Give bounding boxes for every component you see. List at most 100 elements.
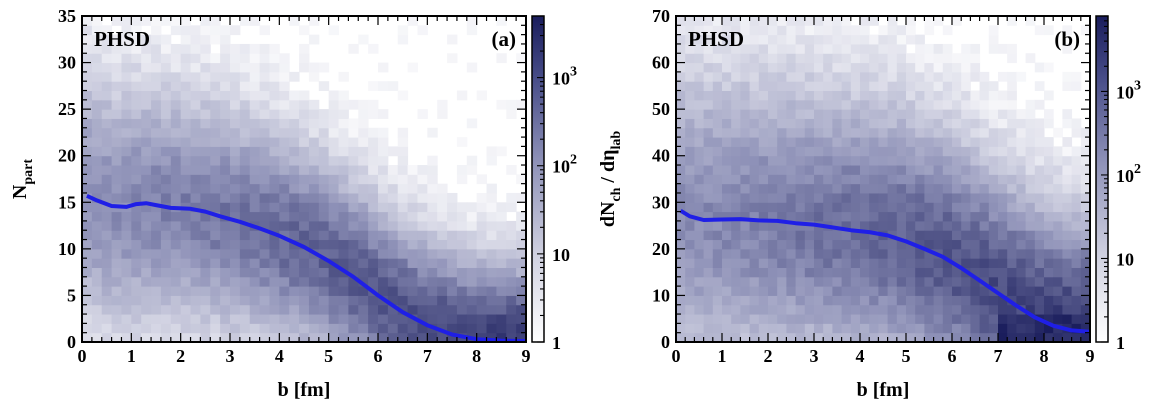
heatmap-cell [239, 276, 251, 287]
heatmap-cell [722, 304, 732, 315]
heatmap-cell [1044, 109, 1054, 119]
heatmap-cell [961, 53, 971, 64]
heatmap-cell [1062, 146, 1073, 157]
heatmap-cell [348, 183, 359, 194]
heatmap-cell [170, 25, 182, 36]
heatmap-cell [804, 258, 815, 268]
heatmap-cell [279, 155, 290, 166]
heatmap-cell [768, 165, 778, 175]
heatmap-cell [101, 99, 113, 110]
heatmap-cell [1071, 81, 1082, 92]
heatmap-cell [1071, 192, 1082, 203]
heatmap-cell [942, 286, 953, 296]
heatmap-cell [712, 90, 723, 101]
heatmap-cell [299, 248, 310, 259]
heatmap-cell [758, 295, 769, 306]
heatmap-cell [299, 43, 310, 54]
heatmap-cell [887, 183, 898, 194]
heatmap-cell [417, 174, 428, 185]
heatmap-cell [1025, 202, 1036, 213]
heatmap-cell [740, 258, 751, 268]
heatmap-cell [1034, 127, 1045, 138]
heatmap-cell [151, 314, 162, 324]
heatmap-cell [1044, 304, 1054, 315]
heatmap-cell [685, 332, 695, 342]
heatmap-cell [998, 183, 1008, 194]
heatmap-cell [230, 230, 241, 241]
heatmap-cell [437, 267, 448, 278]
heatmap-cell [279, 53, 290, 64]
heatmap-cell [259, 25, 270, 36]
heatmap-cell [749, 34, 760, 45]
heatmap-cell [712, 239, 723, 250]
heatmap-cell [210, 34, 221, 45]
heatmap-cell [506, 109, 517, 119]
heatmap-cell [952, 118, 962, 129]
heatmap-cell [299, 99, 310, 110]
heatmap-cell [777, 62, 787, 73]
heatmap-cell [308, 99, 320, 110]
heatmap-cell [210, 62, 221, 73]
heatmap-cell [397, 295, 409, 306]
heatmap-cell [942, 230, 953, 241]
heatmap-cell [703, 276, 714, 287]
heatmap-cell [160, 90, 172, 101]
heatmap-cell [378, 220, 389, 231]
heatmap-cell [1007, 276, 1017, 287]
heatmap-cell [387, 183, 399, 194]
heatmap-cell [151, 192, 162, 203]
heatmap-cell [259, 137, 270, 147]
heatmap-cell [896, 25, 907, 36]
heatmap-cell [220, 332, 231, 342]
heatmap-cell [1044, 118, 1054, 129]
heatmap-cell [160, 81, 172, 92]
heatmap-cell [190, 118, 201, 129]
heatmap-cell [427, 220, 438, 231]
heatmap-cell [91, 109, 103, 119]
heatmap-cell [210, 81, 221, 92]
colorbar-tick-label: 10 [552, 245, 570, 265]
heatmap-cell [777, 304, 787, 315]
heatmap-cell [407, 220, 418, 231]
heatmap-cell [121, 43, 132, 54]
heatmap-cell [832, 220, 843, 231]
heatmap-cell [758, 220, 769, 231]
heatmap-cell [299, 146, 310, 157]
heatmap-cell [703, 90, 714, 101]
heatmap-cell [961, 118, 971, 129]
heatmap-cell [804, 25, 815, 36]
heatmap-cell [942, 314, 953, 324]
heatmap-cell [299, 118, 310, 129]
heatmap-cell [269, 53, 280, 64]
heatmap-cell [111, 276, 122, 287]
heatmap-cell [685, 202, 695, 213]
heatmap-cell [259, 183, 270, 194]
heatmap-cell [111, 71, 122, 82]
heatmap-cell [239, 137, 251, 147]
heatmap-cell [850, 183, 861, 194]
heatmap-cell [269, 174, 280, 185]
heatmap-cell [832, 109, 843, 119]
heatmap-cell [869, 90, 879, 101]
heatmap-cell [299, 192, 310, 203]
heatmap-cell [786, 81, 797, 92]
heatmap-cell [82, 137, 93, 147]
heatmap-cell [694, 286, 705, 296]
heatmap-cell [722, 71, 732, 82]
heatmap-cell [924, 71, 935, 82]
heatmap-cell [731, 155, 741, 166]
heatmap-cell [933, 276, 944, 287]
heatmap-cell [860, 332, 870, 342]
heatmap-cell [160, 137, 172, 147]
heatmap-cell [961, 71, 971, 82]
heatmap-cell [299, 304, 310, 315]
heatmap-cell [210, 239, 221, 250]
heatmap-cell [407, 276, 418, 287]
heatmap-cell [804, 137, 815, 147]
heatmap-cell [1016, 248, 1027, 259]
heatmap-cell [896, 146, 907, 157]
heatmap-cell [961, 332, 971, 342]
heatmap-cell [220, 43, 231, 54]
heatmap-cell [703, 81, 714, 92]
